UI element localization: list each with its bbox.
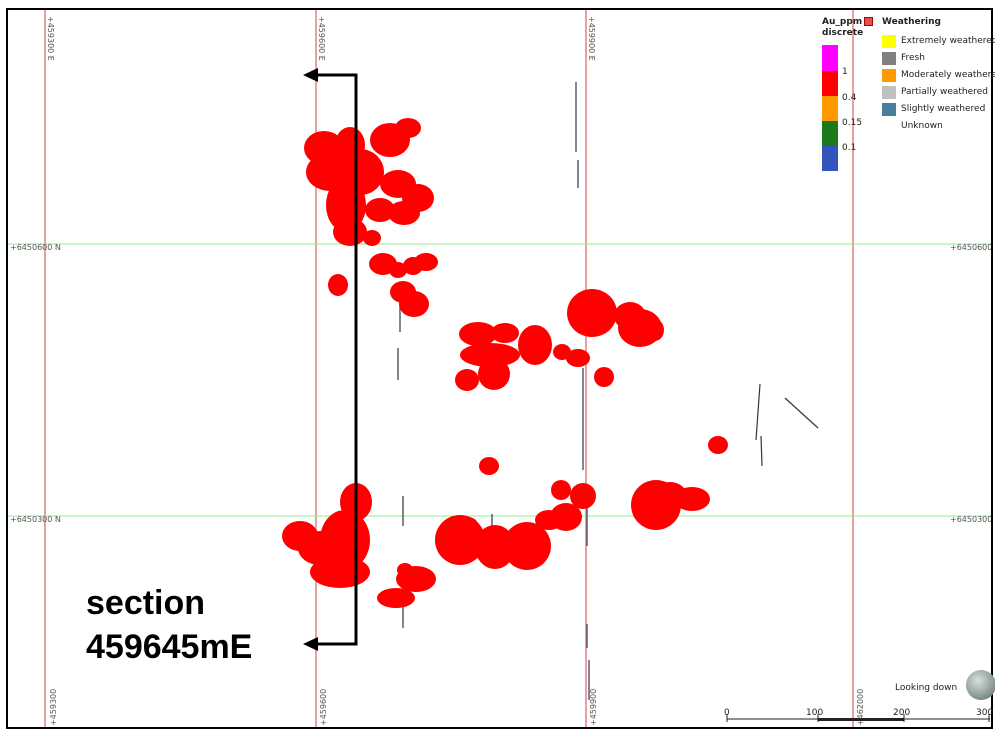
legend-au-tick: 0.4	[842, 93, 857, 103]
compass-icon[interactable]	[966, 670, 995, 700]
legend-au-swatch-blue	[822, 146, 838, 171]
easting-label-top-459600: +459600 E	[317, 16, 326, 61]
view-direction-label: Looking down	[895, 683, 958, 693]
scale-bar	[726, 714, 990, 722]
legend-au-ppm: Au_ppm discrete 1 0.4 0.15 0.1	[822, 17, 874, 177]
ore-body	[478, 358, 510, 390]
legend-swatch-gray	[882, 52, 896, 65]
northing-label-right-6450300: +6450300	[950, 515, 992, 524]
section-bracket	[316, 73, 358, 646]
legend-weathering-title: Weathering	[882, 17, 941, 27]
ore-body	[363, 230, 381, 246]
legend-au-tick: 1	[842, 67, 848, 77]
ore-body	[550, 503, 582, 531]
ore-body	[708, 436, 728, 454]
legend-weathering-label: Moderately weathered	[901, 70, 995, 80]
ore-body	[518, 325, 552, 365]
scale-label-200: 200	[893, 708, 911, 718]
legend-swatch-yellow	[882, 35, 896, 48]
legend-au-title-line1: Au_ppm	[822, 17, 863, 27]
legend-swatch-silver	[882, 86, 896, 99]
ore-body	[389, 262, 407, 278]
ore-body	[414, 253, 438, 271]
ore-body	[455, 369, 479, 391]
legend-weathering-label: Unknown	[901, 121, 943, 131]
scale-label-0: 0	[724, 708, 730, 718]
legend-weathering: Weathering Extremely weathered Fresh Mod…	[882, 17, 995, 135]
ore-body	[594, 367, 614, 387]
easting-label-bottom-462000: +462000	[856, 689, 865, 726]
easting-label-top-459300: +459300 E	[46, 16, 55, 61]
ore-body	[566, 349, 590, 367]
ore-body	[479, 457, 499, 475]
scale-label-300: 300	[976, 708, 994, 718]
legend-weathering-label: Extremely weathered	[901, 36, 995, 46]
legend-weathering-label: Fresh	[901, 53, 925, 63]
arrow-head-bottom	[303, 637, 318, 651]
legend-au-swatch-magenta	[822, 45, 838, 71]
legend-au-swatch-orange	[822, 96, 838, 121]
legend-weathering-label: Slightly weathered	[901, 104, 986, 114]
ore-body	[570, 483, 596, 509]
ore-body	[646, 319, 664, 341]
drill-traces	[397, 82, 819, 700]
map-frame	[6, 8, 993, 729]
legend-weathering-label: Partially weathered	[901, 87, 988, 97]
ore-body	[333, 218, 367, 246]
ore-body	[567, 289, 617, 337]
ore-body	[551, 480, 571, 500]
northing-grid-lines	[8, 243, 993, 517]
ore-body	[674, 487, 710, 511]
ore-body	[377, 588, 415, 608]
legend-au-swatch-green	[822, 121, 838, 146]
legend-weathering-item: Unknown	[882, 118, 995, 135]
ore-body	[459, 322, 497, 346]
easting-label-bottom-459900: +459900	[589, 689, 598, 726]
section-label-line2: 459645mE	[86, 628, 253, 666]
legend-weathering-item: Moderately weathered	[882, 67, 995, 84]
ore-body	[460, 343, 520, 367]
ore-body	[365, 198, 395, 222]
drill-trace	[755, 383, 761, 441]
legend-weathering-item: Slightly weathered	[882, 101, 995, 118]
legend-au-title-line2: discrete	[822, 28, 864, 38]
legend-swatch-steel-blue	[882, 103, 896, 116]
ore-body	[491, 323, 519, 343]
ore-body	[388, 201, 420, 225]
scale-label-100: 100	[806, 708, 824, 718]
ore-body	[503, 522, 551, 570]
ore-body	[475, 525, 515, 569]
orebodies	[282, 118, 728, 608]
drill-trace	[760, 435, 763, 467]
easting-label-bottom-459300: +459300	[49, 689, 58, 726]
legend-swatch-orange	[882, 69, 896, 82]
legend-weathering-item: Fresh	[882, 50, 995, 67]
easting-label-bottom-459600: +459600	[319, 689, 328, 726]
legend-weathering-item: Extremely weathered	[882, 33, 995, 50]
legend-au-title: Au_ppm discrete	[822, 17, 874, 39]
northing-label-left-6450300: +6450300 N	[10, 515, 61, 524]
northing-label-left-6450600: +6450600 N	[10, 243, 61, 252]
legend-au-swatch-red	[822, 71, 838, 96]
ore-body	[395, 118, 421, 138]
arrow-head-top	[303, 68, 318, 82]
easting-label-top-459900: +459900 E	[587, 16, 596, 61]
drill-trace	[784, 397, 819, 429]
easting-grid-lines	[44, 10, 854, 729]
northing-label-right-6450600: +6450600	[950, 243, 992, 252]
legend-au-close-icon[interactable]	[864, 17, 874, 26]
section-label-line1: section	[86, 584, 206, 622]
ore-body	[399, 291, 429, 317]
legend-au-tick: 0.1	[842, 143, 857, 153]
legend-weathering-item: Partially weathered	[882, 84, 995, 101]
legend-au-tick: 0.15	[842, 118, 863, 128]
ore-body	[397, 563, 413, 577]
ore-body	[328, 274, 348, 296]
ore-body	[458, 517, 478, 533]
